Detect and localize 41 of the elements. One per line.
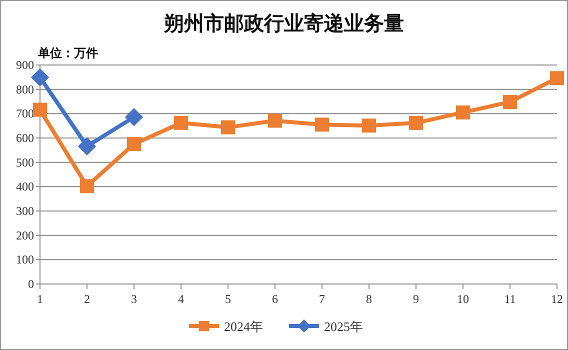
chart-title: 朔州市邮政行业寄递业务量 xyxy=(163,12,404,35)
x-tick-label: 7 xyxy=(319,292,325,306)
y-tick-label: 400 xyxy=(16,180,34,194)
point xyxy=(30,68,50,87)
point xyxy=(221,120,235,134)
point xyxy=(362,118,376,133)
point xyxy=(503,94,517,109)
y-tick-label: 100 xyxy=(16,252,34,267)
y-tick-label: 900 xyxy=(16,58,34,72)
legend-label: 2025年 xyxy=(324,319,363,334)
y-tick-label: 0 xyxy=(28,277,34,291)
x-tick-label: 6 xyxy=(272,292,278,306)
x-tick-label: 2 xyxy=(84,292,90,306)
point xyxy=(409,116,423,130)
x-tick-label: 4 xyxy=(178,292,184,306)
x-tick-label: 10 xyxy=(457,292,469,306)
x-tick-label: 8 xyxy=(366,292,372,306)
y-axis-title: 单位：万件 xyxy=(37,46,98,60)
point xyxy=(315,118,329,132)
point xyxy=(174,116,188,130)
x-tick-label: 1 xyxy=(37,292,43,306)
y-tick-label: 200 xyxy=(16,228,34,242)
point xyxy=(80,179,94,194)
y-tick-label: 800 xyxy=(16,82,34,96)
point xyxy=(127,137,141,152)
y-tick-label: 300 xyxy=(16,204,34,218)
x-tick-label: 11 xyxy=(504,292,516,306)
y-tick-label: 600 xyxy=(16,131,34,145)
point xyxy=(268,114,282,128)
y-tick-label: 500 xyxy=(16,155,34,170)
x-tick-label: 3 xyxy=(131,292,137,306)
x-tick-label: 9 xyxy=(413,292,419,306)
legend-label: 2024年 xyxy=(224,319,263,334)
point xyxy=(456,105,470,120)
x-tick-label: 12 xyxy=(551,292,563,306)
point xyxy=(124,108,144,126)
point xyxy=(33,102,47,117)
point xyxy=(550,71,564,86)
x-tick-label: 5 xyxy=(225,292,231,306)
y-tick-label: 700 xyxy=(16,106,34,121)
point xyxy=(78,137,96,156)
